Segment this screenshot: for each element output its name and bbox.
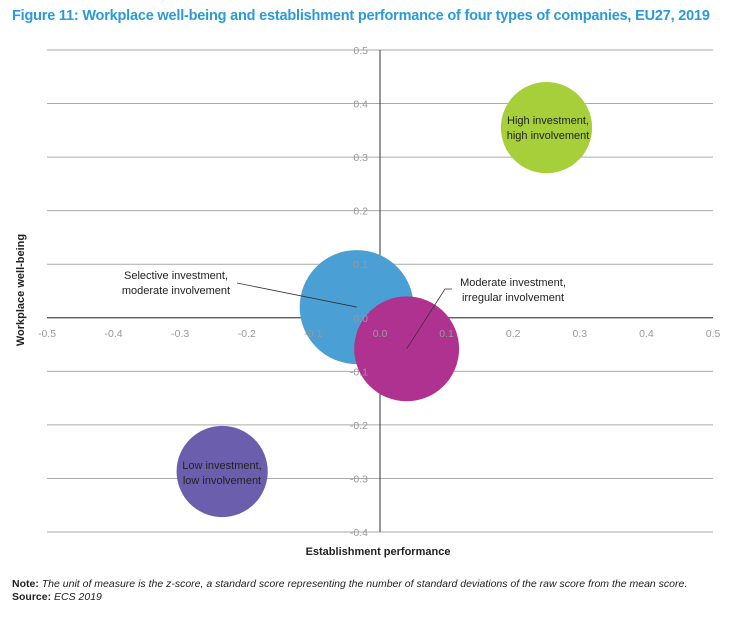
x-tick-label: 0.4 bbox=[639, 328, 654, 340]
bubble-label: irregular involvement bbox=[462, 292, 564, 304]
bubble-label: Moderate investment, bbox=[460, 277, 566, 289]
x-tick-label: -0.2 bbox=[238, 328, 256, 340]
y-tick-label: 0.5 bbox=[353, 45, 368, 57]
x-tick-label: -0.1 bbox=[304, 328, 322, 340]
x-tick-label: 0.5 bbox=[706, 328, 721, 340]
bubble-label: Selective investment, bbox=[124, 270, 228, 282]
y-tick-label: -0.4 bbox=[350, 527, 368, 539]
x-tick-label: -0.3 bbox=[171, 328, 189, 340]
figure-note: Note: The unit of measure is the z-score… bbox=[12, 578, 687, 604]
bubble bbox=[500, 82, 593, 174]
bubble-label: High investment, bbox=[507, 115, 589, 127]
y-tick-label: 0.2 bbox=[353, 206, 368, 218]
bubble-label: low involvement bbox=[183, 475, 261, 487]
y-tick-label: 0.0 bbox=[353, 313, 368, 325]
bubble-chart: 0.5 0.4 0.3 0.2 0.1 0.0 -0.1 -0.2 -0.3 -0.4 -0.5 -0… bbox=[15, 45, 721, 558]
bubble-label: Low investment, bbox=[182, 460, 261, 472]
y-axis-title: Workplace well-being bbox=[15, 234, 27, 346]
note-label: Note: bbox=[12, 578, 39, 590]
x-tick-label: 0.0 bbox=[373, 328, 388, 340]
y-tick-label: 0.4 bbox=[353, 99, 368, 111]
bubble bbox=[176, 425, 268, 518]
bubble-label: high involvement bbox=[507, 130, 590, 142]
bubble-label: moderate involvement bbox=[122, 285, 230, 297]
y-tick-label: 0.3 bbox=[353, 152, 368, 164]
x-tick-label: -0.5 bbox=[38, 328, 56, 340]
x-tick-label: 0.2 bbox=[506, 328, 521, 340]
y-tick-label: -0.3 bbox=[350, 473, 368, 485]
x-tick-label: -0.4 bbox=[105, 328, 123, 340]
source-text: ECS 2019 bbox=[54, 591, 102, 603]
note-text: The unit of measure is the z-score, a st… bbox=[41, 578, 688, 590]
leader-line bbox=[406, 288, 452, 350]
x-axis-title: Establishment performance bbox=[306, 546, 451, 558]
source-label: Source: bbox=[12, 591, 52, 603]
x-tick-label: 0.1 bbox=[439, 328, 454, 340]
y-tick-label: -0.1 bbox=[350, 366, 368, 378]
leader-line bbox=[236, 282, 357, 308]
y-tick-label: 0.1 bbox=[353, 259, 368, 271]
y-tick-label: -0.2 bbox=[350, 420, 368, 432]
x-tick-label: 0.3 bbox=[572, 328, 587, 340]
figure-title: Figure 11: Workplace well-being and esta… bbox=[12, 8, 710, 24]
